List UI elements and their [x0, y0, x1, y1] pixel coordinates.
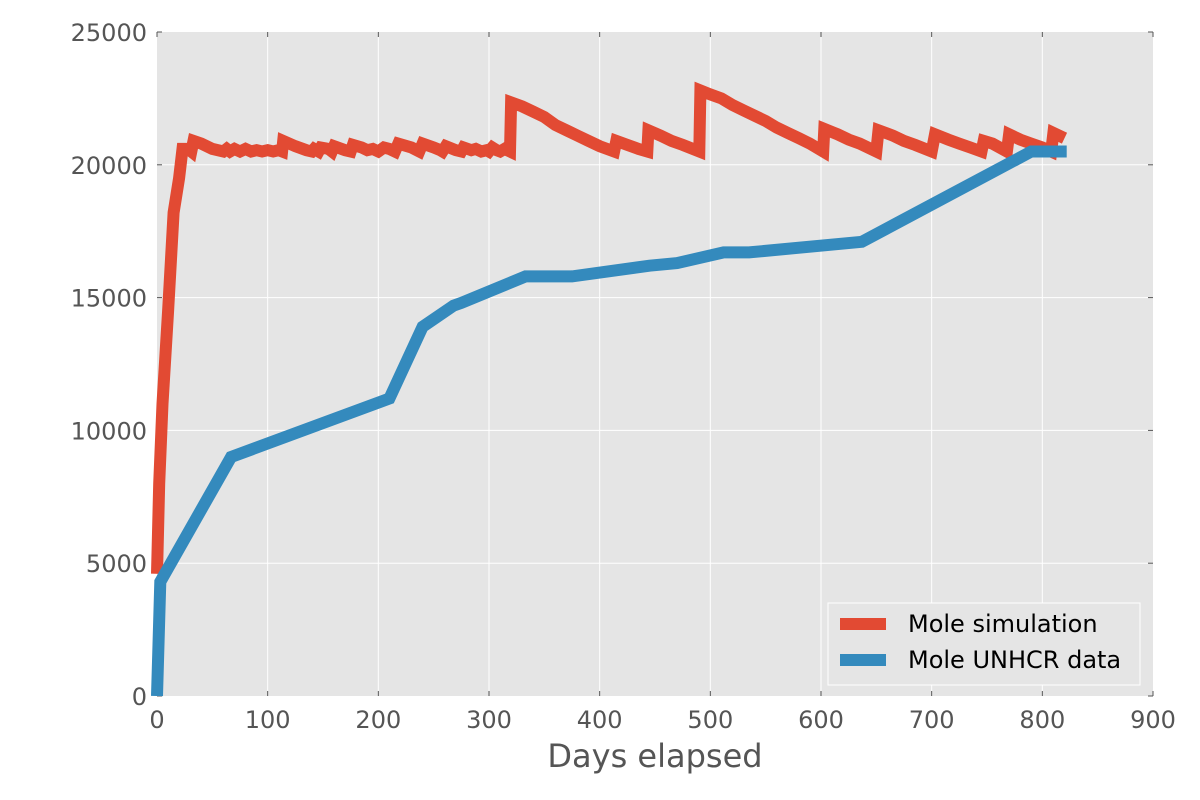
- x-tick-label: 800: [1019, 706, 1065, 734]
- y-tick-label: 0: [132, 683, 147, 711]
- x-tick-labels: 0 100 200 300 400 500 600 700 800 900: [149, 706, 1176, 734]
- y-tick-labels: 0 5000 10000 15000 20000 25000: [71, 19, 147, 711]
- legend-box: [827, 602, 1141, 686]
- series-lines: [151, 81, 1068, 697]
- legend-label-mole-simulation: Mole simulation: [908, 610, 1098, 638]
- x-tick-label: 100: [245, 706, 291, 734]
- x-tick-label: 300: [466, 706, 512, 734]
- x-tick-label: 200: [355, 706, 401, 734]
- legend-label-mole-unhcr-data: Mole UNHCR data: [908, 646, 1121, 674]
- legend: Mole simulation Mole UNHCR data: [827, 602, 1141, 686]
- x-tick-label: 700: [909, 706, 955, 734]
- x-axis-label: Days elapsed: [547, 737, 762, 775]
- x-tick-label: 400: [577, 706, 623, 734]
- x-tick-label: 900: [1130, 706, 1176, 734]
- series-line-mole-unhcr-data: [151, 145, 1067, 697]
- x-tick-label: 0: [149, 706, 164, 734]
- y-tick-label: 25000: [71, 19, 147, 47]
- x-tick-label: 600: [798, 706, 844, 734]
- y-tick-label: 20000: [71, 152, 147, 180]
- y-tick-label: 10000: [71, 417, 147, 445]
- y-tick-label: 5000: [86, 550, 147, 578]
- x-tick-label: 500: [687, 706, 733, 734]
- y-tick-label: 15000: [71, 285, 147, 313]
- series-line-mole-simulation: [151, 81, 1068, 574]
